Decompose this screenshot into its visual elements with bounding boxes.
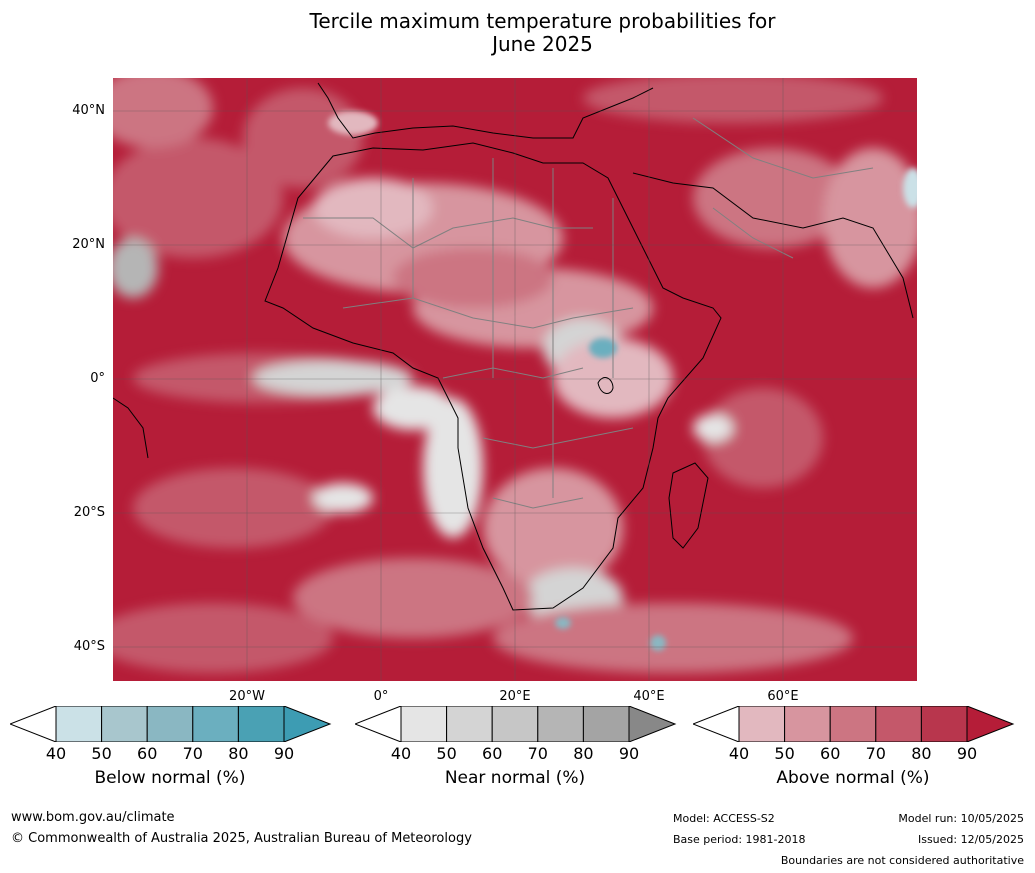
colorbar-segment xyxy=(400,705,448,743)
map-canvas xyxy=(113,78,917,681)
footer-model: Model: ACCESS-S2 xyxy=(673,812,775,825)
lat-label-20s: 20°S xyxy=(73,505,105,520)
colorbar-segment xyxy=(920,705,968,743)
colorbar-tick: 60 xyxy=(820,744,841,763)
probability-map xyxy=(113,78,917,681)
colorbar-segment xyxy=(537,705,584,743)
colorbar-segment xyxy=(146,705,194,743)
lon-label-20e: 20°E xyxy=(499,689,531,704)
title-line-1: Tercile maximum temperature probabilitie… xyxy=(309,9,776,33)
lat-label-0: 0° xyxy=(90,371,105,386)
colorbar-label-above: Above normal (%) xyxy=(776,768,930,788)
colorbar-segment xyxy=(582,705,630,743)
lat-label-20n: 20°N xyxy=(72,237,105,252)
colorbar-segment xyxy=(784,705,831,743)
coastlines xyxy=(113,82,914,611)
colorbar-tick: 80 xyxy=(228,744,249,763)
probability-shading xyxy=(113,78,917,673)
colorbar-high-arrow xyxy=(628,705,677,743)
footer-website: www.bom.gov.au/climate xyxy=(11,810,175,825)
colorbar-tick: 80 xyxy=(573,744,594,763)
colorbar-tick: 40 xyxy=(728,744,750,763)
title-line-2: June 2025 xyxy=(492,32,593,56)
colorbar-tick: 60 xyxy=(482,744,503,763)
footer-disclaimer: Boundaries are not considered authoritat… xyxy=(780,854,1024,867)
footer-issued: Issued: 12/05/2025 xyxy=(917,833,1024,846)
lon-label-20w: 20°W xyxy=(229,689,265,704)
small-features xyxy=(328,111,917,651)
graticule xyxy=(113,78,917,681)
colorbar-tick: 70 xyxy=(182,744,203,763)
colorbar-tick: 50 xyxy=(436,744,457,763)
colorbar-segment xyxy=(192,705,239,743)
colorbar-tick: 40 xyxy=(45,744,67,763)
colorbar-near-normal xyxy=(353,705,677,746)
colorbar-tick: 70 xyxy=(527,744,548,763)
colorbar-tick: 80 xyxy=(911,744,932,763)
footer-base-period: Base period: 1981-2018 xyxy=(673,833,806,846)
colorbar-segment xyxy=(738,705,786,743)
colorbar-segment xyxy=(829,705,877,743)
footer-copyright: © Commonwealth of Australia 2025, Austra… xyxy=(11,831,472,846)
colorbar-segment xyxy=(237,705,285,743)
colorbar-segment xyxy=(491,705,539,743)
colorbar-segment xyxy=(55,705,103,743)
lat-label-40n: 40°N xyxy=(72,103,105,118)
lon-label-40e: 40°E xyxy=(633,689,665,704)
colorbar-tick: 90 xyxy=(618,744,640,763)
colorbar-low-arrow xyxy=(353,705,402,743)
colorbar-high-arrow xyxy=(283,705,332,743)
colorbar-tick: 70 xyxy=(865,744,886,763)
colorbar-above-normal xyxy=(691,705,1015,746)
colorbar-tick: 90 xyxy=(273,744,295,763)
colorbar-segment xyxy=(101,705,148,743)
colorbar-high-arrow xyxy=(966,705,1015,743)
colorbar-segment xyxy=(875,705,922,743)
colorbar-below-normal xyxy=(8,705,332,746)
colorbar-tick: 60 xyxy=(137,744,158,763)
colorbar-tick: 50 xyxy=(774,744,795,763)
colorbar-tick: 90 xyxy=(956,744,978,763)
lon-label-60e: 60°E xyxy=(767,689,799,704)
colorbar-tick: 40 xyxy=(390,744,412,763)
lat-label-40s: 40°S xyxy=(73,639,105,654)
colorbar-low-arrow xyxy=(691,705,740,743)
colorbar-tick: 50 xyxy=(91,744,112,763)
colorbar-low-arrow xyxy=(8,705,57,743)
colorbar-segment xyxy=(446,705,493,743)
footer-model-run: Model run: 10/05/2025 xyxy=(898,812,1024,825)
map-title: Tercile maximum temperature probabilitie… xyxy=(0,10,1035,56)
lon-label-0: 0° xyxy=(373,689,389,704)
colorbar-label-below: Below normal (%) xyxy=(94,768,246,788)
colorbar-label-near: Near normal (%) xyxy=(444,768,586,788)
